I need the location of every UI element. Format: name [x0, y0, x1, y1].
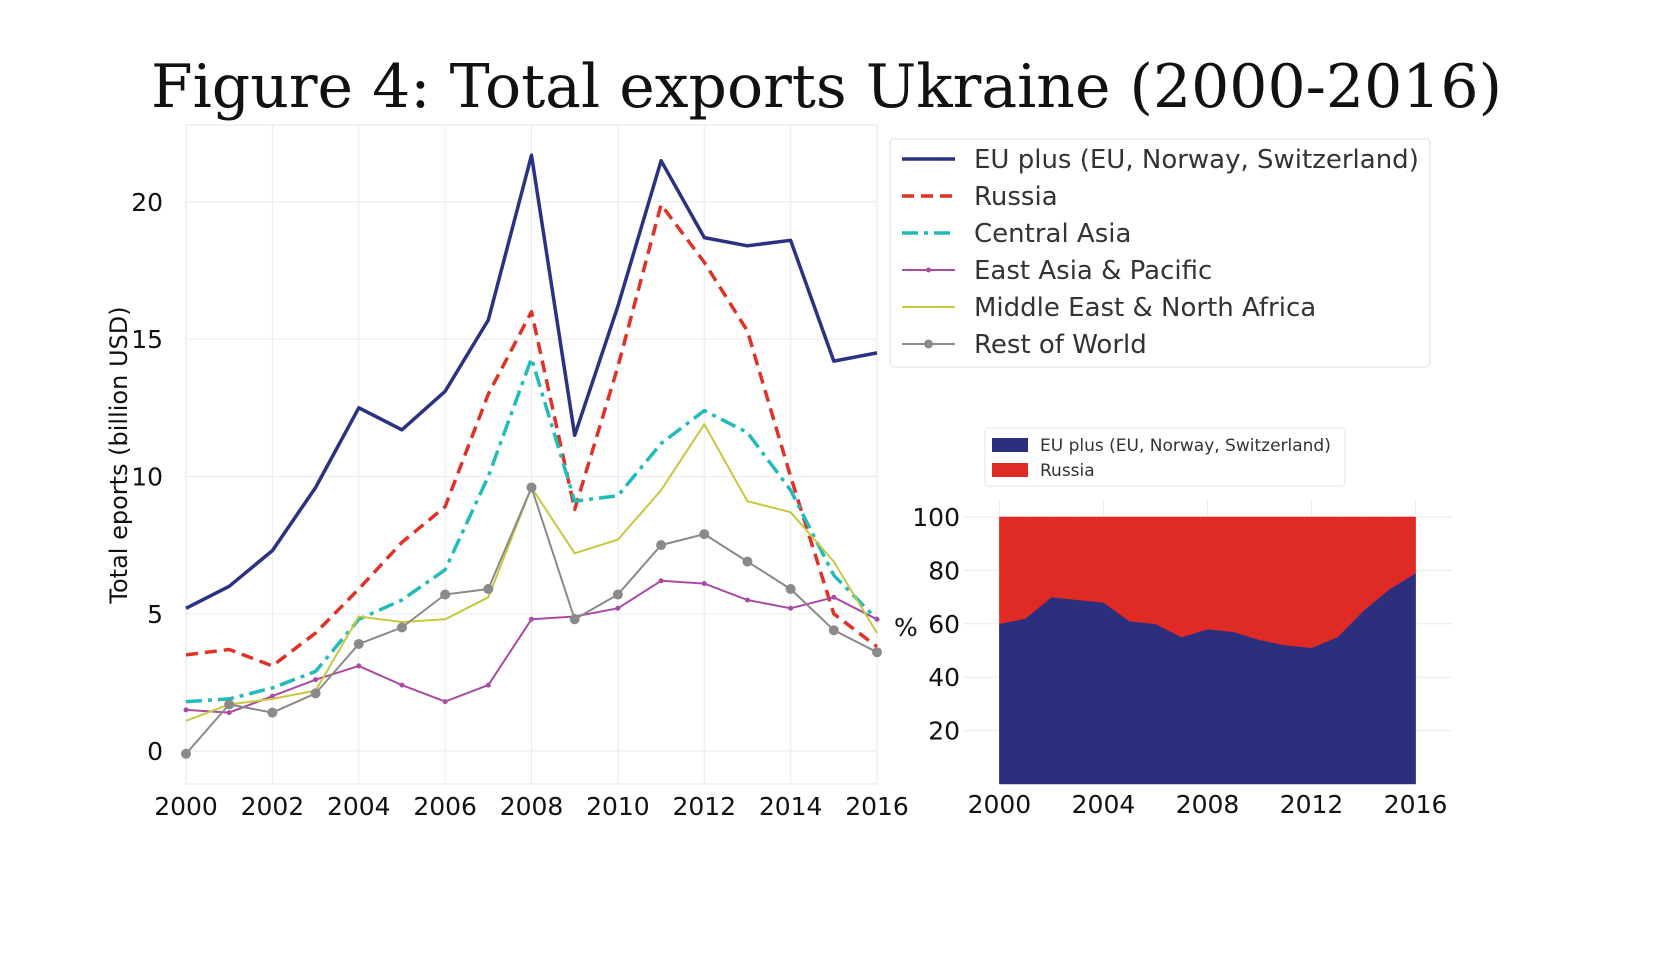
data-point-rest-of-world	[267, 707, 278, 718]
data-point-rest-of-world	[526, 482, 537, 493]
legend-marker-east-asia-pacific	[926, 267, 931, 273]
area-legend: EU plus (EU, Norway, Switzerland) Russia	[984, 427, 1346, 487]
data-point-rest-of-world	[785, 584, 796, 595]
main-legend-box	[889, 138, 1431, 368]
data-point-east-asia-pacific	[529, 616, 534, 622]
main-y-axis: 0 5 10 15 20	[131, 188, 163, 766]
area-x-tick-label: 2004	[1072, 790, 1136, 819]
main-legend: EU plus (EU, Norway, Switzerland) Russia C…	[889, 138, 1431, 368]
area-legend-swatch-russia	[992, 463, 1028, 477]
data-point-east-asia-pacific	[442, 699, 448, 705]
data-point-east-asia-pacific	[831, 594, 837, 600]
main-x-tick-label: 2006	[413, 792, 477, 821]
data-point-rest-of-world	[742, 556, 753, 567]
area-series-group	[999, 516, 1416, 785]
area-legend-label-eu-plus-eu-norway-switzerland: EU plus (EU, Norway, Switzerland)	[1040, 436, 1331, 456]
area-x-tick-label: 2012	[1280, 790, 1344, 819]
data-point-rest-of-world	[440, 589, 451, 600]
data-point-east-asia-pacific	[183, 707, 189, 713]
main-y-tick-label: 0	[147, 737, 163, 766]
data-point-rest-of-world	[310, 688, 321, 699]
main-x-tick-label: 2016	[845, 792, 909, 821]
main-line-chart: 2000 2002 2004 2006 2008 2010 2012 2014 2016 051…	[105, 124, 1431, 821]
area-legend-swatch-eu-plus-eu-norway-switzerland	[992, 438, 1028, 452]
main-series-group	[181, 153, 882, 759]
figure-title: Figure 4: Total exports Ukraine (2000-20…	[150, 52, 1503, 122]
main-y-tick-label: 10	[131, 462, 163, 491]
legend-label-russia: Russia	[974, 182, 1058, 212]
share-area-chart: 2000 2004 2008 2012 2016 20 40 60 80 100 % EU pl…	[894, 427, 1452, 819]
legend-label-central-asia: Central Asia	[974, 219, 1131, 249]
area-y-tick-label: 80	[928, 556, 960, 585]
main-x-tick-label: 2000	[154, 792, 218, 821]
data-point-rest-of-world	[872, 647, 882, 658]
data-point-east-asia-pacific	[226, 710, 232, 716]
main-x-tick-label: 2008	[500, 792, 564, 821]
series-line-eu-plus-eu-norway-switzerland	[185, 153, 878, 610]
area-x-axis: 2000 2004 2008 2012 2016	[968, 790, 1448, 819]
area-x-tick-label: 2008	[1176, 790, 1240, 819]
main-grid	[185, 125, 878, 784]
main-x-tick-label: 2014	[759, 792, 823, 821]
legend-label-middle-east-north-africa: Middle East & North Africa	[974, 293, 1316, 323]
data-point-rest-of-world	[224, 699, 235, 710]
data-point-east-asia-pacific	[269, 693, 275, 699]
series-line-russia	[185, 202, 879, 668]
data-point-rest-of-world	[353, 638, 364, 649]
data-point-east-asia-pacific	[701, 581, 707, 587]
area-y-tick-label: 100	[912, 503, 960, 532]
data-point-rest-of-world	[828, 625, 839, 636]
area-y-axis: 20 40 60 80 100	[912, 503, 960, 746]
main-plot-frame	[185, 124, 878, 785]
data-point-east-asia-pacific	[356, 663, 362, 669]
area-x-tick-label: 2000	[968, 790, 1032, 819]
area-legend-label-russia: Russia	[1040, 461, 1095, 481]
data-point-east-asia-pacific	[658, 578, 664, 584]
main-x-tick-label: 2004	[327, 792, 391, 821]
area-y-tick-label: 60	[928, 610, 960, 639]
data-point-rest-of-world	[181, 748, 191, 759]
main-y-tick-label: 5	[147, 600, 163, 629]
data-point-east-asia-pacific	[399, 682, 405, 688]
area-y-tick-label: 40	[928, 663, 960, 692]
data-point-rest-of-world	[612, 589, 623, 600]
area-x-tick-label: 2016	[1384, 790, 1448, 819]
main-x-tick-label: 2002	[241, 792, 305, 821]
main-x-tick-label: 2012	[672, 792, 736, 821]
data-point-east-asia-pacific	[788, 605, 794, 611]
area-fill-russia	[999, 516, 1416, 649]
main-y-tick-label: 15	[131, 325, 163, 354]
area-y-tick-label: 20	[928, 717, 960, 746]
legend-label-rest-of-world: Rest of World	[974, 330, 1147, 360]
data-point-rest-of-world	[483, 584, 494, 595]
data-point-rest-of-world	[656, 540, 667, 551]
data-point-east-asia-pacific	[874, 616, 880, 622]
area-legend-box	[984, 427, 1346, 487]
data-point-rest-of-world	[569, 614, 580, 625]
series-line-central-asia	[185, 356, 879, 704]
data-point-rest-of-world	[699, 529, 710, 540]
main-y-tick-label: 20	[131, 188, 163, 217]
data-point-east-asia-pacific	[485, 682, 491, 688]
legend-label-east-asia-pacific: East Asia & Pacific	[974, 256, 1212, 286]
main-y-axis-label: Total eports (billion USD)	[105, 306, 133, 604]
main-x-axis: 2000 2002 2004 2006 2008 2010 2012 2014 2016	[154, 792, 909, 821]
legend-marker-rest-of-world	[924, 339, 933, 349]
data-point-east-asia-pacific	[744, 597, 750, 603]
data-point-rest-of-world	[396, 622, 407, 633]
main-x-tick-label: 2010	[586, 792, 650, 821]
data-point-east-asia-pacific	[615, 605, 621, 611]
legend-label-eu-plus-eu-norway-switzerland: EU plus (EU, Norway, Switzerland)	[974, 145, 1419, 175]
data-point-east-asia-pacific	[313, 677, 319, 683]
area-y-axis-label: %	[894, 613, 918, 642]
